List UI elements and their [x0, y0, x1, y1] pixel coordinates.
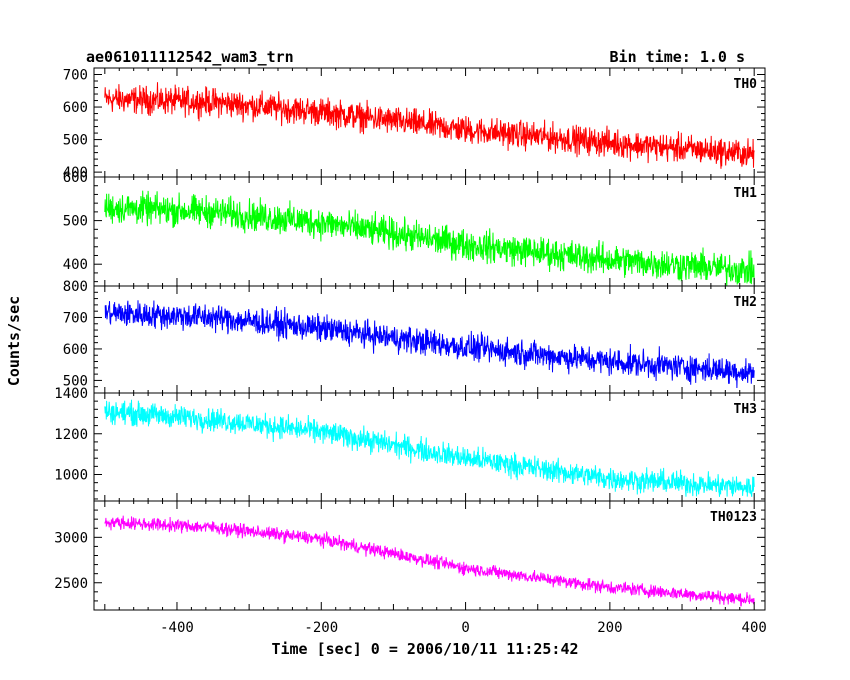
y-tick-label: 500: [63, 133, 88, 149]
panel-frame: [93, 285, 766, 394]
y-tick-label: 600: [63, 342, 88, 358]
panel-label: TH0: [734, 77, 758, 92]
bin-time-label: Bin time: 1.0 s: [610, 48, 745, 66]
x-tick-label: 0: [461, 620, 469, 636]
panel-th2: 500 600 700 800 TH2: [63, 279, 766, 394]
x-tick-label: -400: [160, 620, 194, 636]
x-tick-label: -200: [304, 620, 338, 636]
y-tick-label: 2500: [54, 576, 88, 592]
y-tick-label: 3000: [54, 530, 88, 546]
y-tick-label: 1400: [54, 386, 88, 402]
series-th2: [104, 300, 755, 389]
y-tick-label: 1200: [54, 427, 88, 443]
panel-th0: 400 500 600 700 TH0: [63, 67, 766, 181]
panel-label: TH1: [734, 186, 758, 201]
series-th0123: [104, 515, 755, 607]
y-tick-label: 500: [63, 214, 88, 230]
x-tick-label: 400: [742, 620, 767, 636]
panels-group: 400 500 600 700 TH0 400 500 600 TH1 500 600 700 800 T…: [54, 67, 766, 611]
y-tick-label: 400: [63, 257, 88, 273]
series-th3: [104, 399, 755, 497]
y-axis-title: Counts/sec: [5, 296, 23, 386]
panel-th1: 400 500 600 TH1: [63, 170, 766, 287]
panel-th0123: 2500 3000 TH0123: [54, 500, 766, 611]
y-tick-label: 600: [63, 100, 88, 116]
y-tick-label: 600: [63, 170, 88, 186]
x-axis-title: Time [sec] 0 = 2006/10/11 11:25:42: [271, 640, 578, 658]
y-tick-label: 500: [63, 373, 88, 389]
y-tick-label: 1000: [54, 468, 88, 484]
y-tick-label: 400: [63, 165, 88, 181]
y-tick-label: 700: [63, 310, 88, 326]
y-tick-label: 700: [63, 68, 88, 84]
panel-th3: 1000 1200 1400 TH3: [54, 386, 766, 502]
panel-label: TH2: [734, 295, 757, 310]
x-tick-label: 200: [597, 620, 622, 636]
panel-label: TH3: [734, 402, 757, 417]
chart-title: ae061011112542_wam3_trn: [86, 48, 294, 66]
series-th1: [104, 190, 755, 287]
y-tick-label: 800: [63, 279, 88, 295]
panel-label: TH0123: [710, 510, 757, 525]
x-axis-labels: -400 -200 0 200 400: [160, 620, 767, 636]
series-th0: [104, 82, 755, 169]
